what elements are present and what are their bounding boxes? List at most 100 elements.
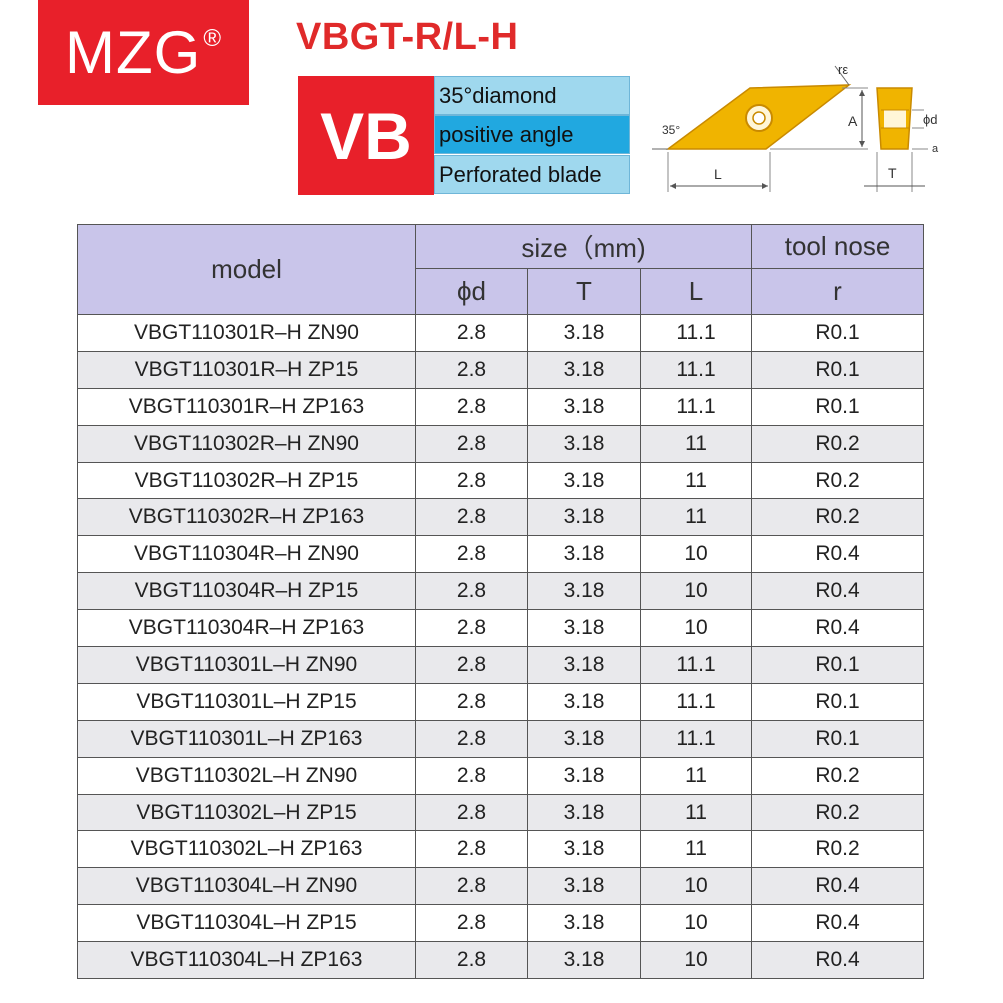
table-row: VBGT110302R–H ZP15 2.8 3.18 11 R0.2 <box>77 461 925 500</box>
t-cell: 3.18 <box>527 756 641 795</box>
d-cell: 2.8 <box>415 830 528 869</box>
model-cell: VBGT110301R–H ZP163 <box>77 387 416 426</box>
header-size: size（mm) <box>414 224 753 269</box>
spec-table: model size（mm) tool nose ϕd T L r VBGT11… <box>77 224 925 980</box>
l-cell: 10 <box>639 867 753 906</box>
table-row: VBGT110302R–H ZP163 2.8 3.18 11 R0.2 <box>77 498 925 537</box>
insert-diagram: 35° rε L A ϕd a T <box>652 62 939 192</box>
brand-name: MZG <box>65 19 202 86</box>
brand-logo: MZG ® <box>38 0 249 105</box>
t-cell: 3.18 <box>527 424 641 463</box>
d-cell: 2.8 <box>415 461 528 500</box>
l-cell: 11 <box>639 756 753 795</box>
feature-blade: Perforated blade <box>434 155 630 194</box>
model-cell: VBGT110302L–H ZP15 <box>77 793 416 832</box>
side-hole <box>884 110 906 128</box>
model-cell: VBGT110302L–H ZN90 <box>77 756 416 795</box>
d-cell: 2.8 <box>415 424 528 463</box>
length-arrow-left <box>670 183 676 189</box>
r-cell: R0.4 <box>751 941 925 980</box>
table-row: VBGT110302L–H ZP163 2.8 3.18 11 R0.2 <box>77 830 925 869</box>
d-cell: 2.8 <box>415 314 528 352</box>
r-cell: R0.2 <box>751 498 925 537</box>
l-cell: 10 <box>639 904 753 943</box>
model-cell: VBGT110302R–H ZN90 <box>77 424 416 463</box>
table-row: VBGT110302L–H ZP15 2.8 3.18 11 R0.2 <box>77 793 925 832</box>
length-arrow-right <box>762 183 768 189</box>
t-cell: 3.18 <box>527 350 641 389</box>
model-cell: VBGT110301R–H ZN90 <box>77 314 416 352</box>
height-label: A <box>848 113 858 129</box>
model-cell: VBGT110302R–H ZP163 <box>77 498 416 537</box>
model-cell: VBGT110304R–H ZN90 <box>77 535 416 574</box>
table-row: VBGT110302L–H ZN90 2.8 3.18 11 R0.2 <box>77 756 925 795</box>
hole-label: ϕd <box>923 112 938 127</box>
r-cell: R0.2 <box>751 830 925 869</box>
r-cell: R0.2 <box>751 793 925 832</box>
t-cell: 3.18 <box>527 498 641 537</box>
table-row: VBGT110304L–H ZN90 2.8 3.18 10 R0.4 <box>77 867 925 906</box>
table-row: VBGT110301L–H ZP15 2.8 3.18 11.1 R0.1 <box>77 682 925 721</box>
table-row: VBGT110304L–H ZP163 2.8 3.18 10 R0.4 <box>77 941 925 980</box>
r-cell: R0.4 <box>751 904 925 943</box>
d-cell: 2.8 <box>415 904 528 943</box>
header-model: model <box>77 224 416 315</box>
l-cell: 11.1 <box>639 682 753 721</box>
page-title: VBGT-R/L-H <box>296 16 519 58</box>
t-cell: 3.18 <box>527 572 641 611</box>
model-cell: VBGT110301L–H ZP15 <box>77 682 416 721</box>
model-cell: VBGT110302L–H ZP163 <box>77 830 416 869</box>
table-row: VBGT110301L–H ZP163 2.8 3.18 11.1 R0.1 <box>77 719 925 758</box>
d-cell: 2.8 <box>415 350 528 389</box>
model-cell: VBGT110304L–H ZP163 <box>77 941 416 980</box>
r-cell: R0.2 <box>751 756 925 795</box>
l-cell: 11.1 <box>639 314 753 352</box>
table-row: VBGT110302R–H ZN90 2.8 3.18 11 R0.2 <box>77 424 925 463</box>
header-d: ϕd <box>415 268 528 315</box>
r-cell: R0.4 <box>751 572 925 611</box>
r-cell: R0.1 <box>751 646 925 684</box>
r-cell: R0.1 <box>751 682 925 721</box>
model-cell: VBGT110301L–H ZP163 <box>77 719 416 758</box>
model-cell: VBGT110304R–H ZP15 <box>77 572 416 611</box>
t-cell: 3.18 <box>527 867 641 906</box>
t-cell: 3.18 <box>527 682 641 721</box>
header-l: L <box>639 268 753 315</box>
t-cell: 3.18 <box>527 830 641 869</box>
r-cell: R0.4 <box>751 609 925 648</box>
header-t: T <box>527 268 641 315</box>
l-cell: 11.1 <box>639 646 753 684</box>
l-cell: 10 <box>639 609 753 648</box>
r-cell: R0.4 <box>751 867 925 906</box>
table-row: VBGT110301R–H ZN90 2.8 3.18 11.1 R0.1 <box>77 314 925 352</box>
d-cell: 2.8 <box>415 867 528 906</box>
t-cell: 3.18 <box>527 535 641 574</box>
l-cell: 10 <box>639 535 753 574</box>
model-cell: VBGT110301L–H ZN90 <box>77 646 416 684</box>
d-cell: 2.8 <box>415 572 528 611</box>
table-row: VBGT110304R–H ZP163 2.8 3.18 10 R0.4 <box>77 609 925 648</box>
r-cell: R0.1 <box>751 387 925 426</box>
l-cell: 11 <box>639 498 753 537</box>
table-row: VBGT110304R–H ZN90 2.8 3.18 10 R0.4 <box>77 535 925 574</box>
d-cell: 2.8 <box>415 793 528 832</box>
t-cell: 3.18 <box>527 387 641 426</box>
l-cell: 11 <box>639 424 753 463</box>
l-cell: 11.1 <box>639 350 753 389</box>
l-cell: 11 <box>639 461 753 500</box>
table-row: VBGT110301R–H ZP163 2.8 3.18 11.1 R0.1 <box>77 387 925 426</box>
l-cell: 10 <box>639 572 753 611</box>
model-cell: VBGT110304L–H ZN90 <box>77 867 416 906</box>
table-row: VBGT110301L–H ZN90 2.8 3.18 11.1 R0.1 <box>77 646 925 684</box>
r-cell: R0.2 <box>751 424 925 463</box>
d-cell: 2.8 <box>415 535 528 574</box>
radius-label: rε <box>838 62 848 77</box>
header-r: r <box>751 268 925 315</box>
t-cell: 3.18 <box>527 793 641 832</box>
height-arrow-bottom <box>859 141 865 147</box>
d-cell: 2.8 <box>415 756 528 795</box>
r-cell: R0.1 <box>751 314 925 352</box>
r-cell: R0.4 <box>751 535 925 574</box>
d-cell: 2.8 <box>415 682 528 721</box>
r-cell: R0.1 <box>751 719 925 758</box>
